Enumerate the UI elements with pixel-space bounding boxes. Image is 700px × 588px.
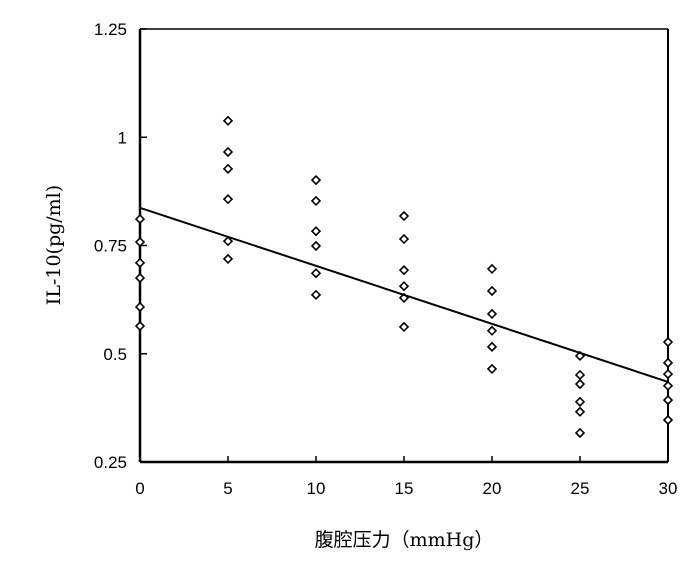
x-tick-label: 25 — [571, 479, 590, 498]
data-point — [398, 321, 410, 333]
y-axis-label: IL-10(pg/ml) — [43, 185, 65, 305]
data-point — [222, 146, 234, 158]
data-point — [486, 308, 498, 320]
data-point — [398, 265, 410, 276]
data-point — [134, 320, 146, 332]
data-point — [662, 414, 674, 426]
data-point — [574, 396, 586, 407]
y-tick-label: 1 — [118, 128, 127, 147]
data-point — [134, 301, 146, 313]
data-point — [398, 210, 410, 222]
x-tick-label: 15 — [395, 479, 414, 498]
data-point — [574, 406, 586, 417]
data-point — [486, 285, 498, 297]
data-point — [310, 226, 322, 237]
y-tick-label: 0.25 — [94, 453, 127, 472]
y-tick-label: 0.5 — [103, 345, 127, 364]
data-point — [662, 357, 674, 368]
data-point — [134, 272, 146, 284]
data-point — [310, 240, 322, 252]
data-point — [222, 163, 234, 174]
data-point — [662, 336, 674, 348]
y-tick-label: 1.25 — [94, 20, 127, 39]
trend-line — [139, 206, 669, 383]
data-point — [222, 194, 234, 205]
data-point — [310, 289, 322, 300]
data-point — [310, 268, 322, 279]
data-point — [134, 236, 146, 248]
data-point — [574, 427, 586, 439]
data-point — [134, 213, 146, 225]
data-point — [486, 363, 498, 375]
x-tick-label: 5 — [223, 479, 232, 498]
data-point — [486, 341, 498, 352]
data-point — [222, 115, 234, 126]
data-point — [134, 257, 146, 268]
x-tick-label: 0 — [135, 479, 144, 498]
data-point — [574, 369, 586, 381]
data-point — [662, 380, 674, 391]
x-tick-label: 20 — [483, 479, 502, 498]
data-point — [310, 174, 322, 186]
data-point — [398, 233, 410, 245]
y-tick-label: 0.75 — [94, 237, 127, 256]
data-point — [310, 195, 322, 207]
data-point — [486, 263, 498, 275]
x-axis-label: 腹腔压力（mmHg） — [315, 529, 494, 551]
data-point — [662, 368, 674, 380]
data-point — [222, 236, 234, 247]
data-point — [222, 253, 234, 265]
x-tick-label: 30 — [659, 479, 678, 498]
data-point — [398, 281, 410, 292]
x-tick-label: 10 — [307, 479, 326, 498]
data-point — [662, 394, 674, 406]
data-point — [486, 325, 498, 336]
data-point — [574, 378, 586, 390]
